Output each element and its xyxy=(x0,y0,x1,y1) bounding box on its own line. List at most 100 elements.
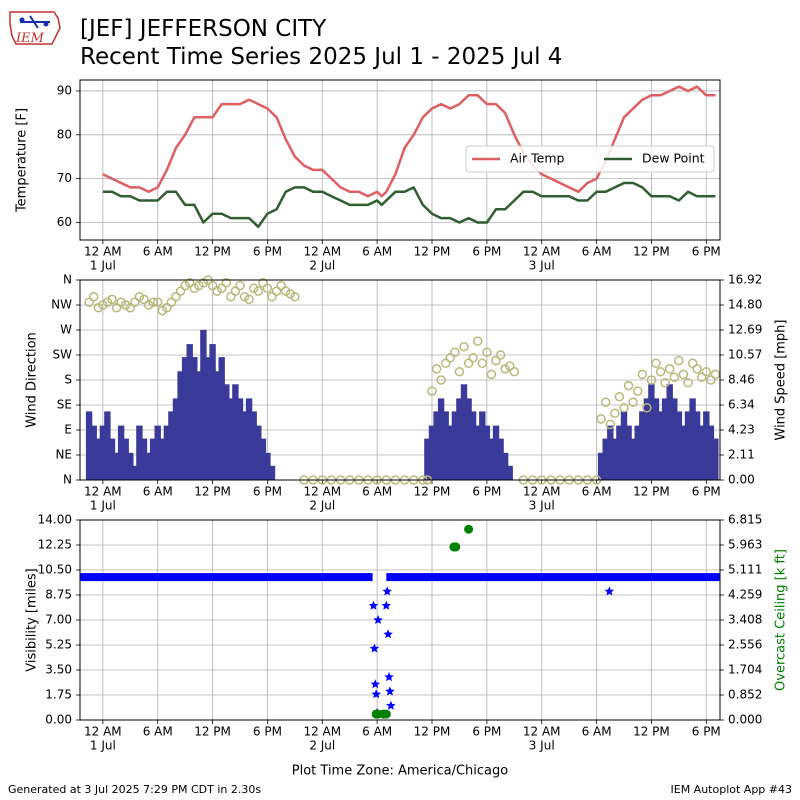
wind-speed-bar xyxy=(451,411,459,480)
wind-speed-bar xyxy=(264,452,271,480)
wind-direction-point xyxy=(642,403,652,413)
wind-speed-bar xyxy=(492,425,500,480)
wind-speed-bar xyxy=(168,411,175,480)
wind-speed-bar xyxy=(213,371,221,480)
vis-x-tick-label: 6 PM xyxy=(253,725,282,739)
wind-speed-bar xyxy=(136,425,143,480)
wind-x-tick-label: 6 PM xyxy=(692,485,721,499)
wind-speed-bar xyxy=(469,411,477,480)
wind-speed-bar xyxy=(497,438,504,480)
wind-speed-bar xyxy=(122,438,129,480)
wind-y2-tick-label: 12.69 xyxy=(728,323,762,337)
visibility-baseline-band xyxy=(80,573,373,582)
vis-y2-tick-label: 4.259 xyxy=(728,588,762,602)
visibility-point xyxy=(604,586,615,596)
wind-speed-bar xyxy=(652,398,660,480)
wind-direction-point xyxy=(276,280,286,291)
wind-direction-point xyxy=(655,366,666,377)
wind-day-label: 1 Jul xyxy=(90,499,116,513)
wind-speed-bar xyxy=(227,398,235,480)
wind-direction-point xyxy=(88,291,99,302)
vis-x-tick-label: 6 PM xyxy=(472,725,501,739)
vis-x-tick-label: 12 PM xyxy=(194,725,231,739)
vis-y2-tick-label: 5.111 xyxy=(728,563,762,577)
vis-plot-frame xyxy=(79,519,721,721)
wind-speed-bar xyxy=(154,425,161,480)
wind-speed-bar xyxy=(607,425,614,480)
wind-direction-point xyxy=(189,283,200,294)
wind-y-tick-label: NW xyxy=(51,298,72,312)
wind-speed-bar xyxy=(657,411,664,480)
wind-direction-point xyxy=(482,347,492,357)
wind-direction-point xyxy=(646,375,657,385)
chart-title-range: Recent Time Series 2025 Jul 1 - 2025 Jul… xyxy=(80,44,563,70)
wind-direction-point xyxy=(285,289,296,299)
wind-speed-bar xyxy=(250,411,257,480)
wind-speed-bar xyxy=(85,411,93,480)
wind-direction-point xyxy=(166,297,177,307)
vis-y2-tick-label: 0.852 xyxy=(728,688,762,702)
wind-speed-bar xyxy=(501,452,509,480)
wind-direction-point xyxy=(226,291,236,302)
wind-speed-bar xyxy=(195,371,203,480)
wind-speed-bar xyxy=(684,411,692,480)
vis-x-tick-label: 12 PM xyxy=(414,725,451,739)
wind-speed-bar xyxy=(488,438,495,480)
wind-direction-point xyxy=(139,294,149,305)
wind-speed-bar xyxy=(639,411,646,480)
wind-speed-bar xyxy=(159,438,166,480)
wind-speed-bar xyxy=(127,452,134,480)
wind-x-tick-label: 6 PM xyxy=(253,485,282,499)
wind-direction-point xyxy=(445,353,456,363)
wind-direction-point xyxy=(267,291,277,302)
vis-x-tick-label: 6 PM xyxy=(692,725,721,739)
vis-y-tick-label: 10.50 xyxy=(38,563,72,577)
wind-speed-bar xyxy=(597,452,605,480)
wind-direction-point xyxy=(271,286,282,296)
wind-speed-bar xyxy=(465,398,472,480)
logo-line-diagonal xyxy=(29,15,39,29)
wind-direction-point xyxy=(244,294,254,305)
wind-direction-point xyxy=(619,403,629,413)
wind-speed-bar xyxy=(95,438,102,480)
wind-direction-point xyxy=(198,278,209,288)
wind-day-label: 3 Jul xyxy=(529,499,555,513)
wind-direction-point xyxy=(472,336,483,346)
wind-direction-point xyxy=(486,369,497,380)
visibility-point xyxy=(370,679,381,689)
iem-logo: IEM xyxy=(9,11,61,46)
vis-y2-tick-label: 2.556 xyxy=(728,638,762,652)
wind-direction-point xyxy=(651,358,661,369)
chart-title-station: [JEF] JEFFERSON CITY xyxy=(80,16,327,42)
wind-direction-point xyxy=(664,364,675,374)
wind-y2-tick-label: 4.23 xyxy=(728,423,755,437)
app-identifier: IEM Autoplot App #43 xyxy=(670,783,793,796)
vis-y-tick-label: 8.75 xyxy=(45,588,72,602)
ceiling-point xyxy=(381,709,391,719)
wind-direction-point xyxy=(152,297,163,307)
temp-x-tick-label: 12 AM xyxy=(84,245,122,259)
wind-direction-point xyxy=(710,369,721,380)
wind-speed-bar xyxy=(616,425,623,480)
wind-direction-point xyxy=(468,353,478,363)
vis-y-tick-label: 12.25 xyxy=(38,538,72,552)
temp-day-label: 1 Jul xyxy=(90,259,116,273)
wind-direction-point xyxy=(660,378,670,388)
wind-x-tick-label: 12 PM xyxy=(194,485,231,499)
wind-speed-bar xyxy=(629,438,637,480)
visibility-point xyxy=(382,586,392,596)
temp-x-tick-label: 6 AM xyxy=(362,245,392,259)
wind-y2-tick-label: 0.00 xyxy=(728,473,755,487)
wind-direction-point xyxy=(495,350,506,360)
temp-x-tick-label: 12 AM xyxy=(523,245,561,259)
wind-speed-bar xyxy=(433,411,440,480)
visibility-point xyxy=(385,686,395,696)
vis-y-tick-label: 14.00 xyxy=(38,513,72,527)
wind-speed-bar xyxy=(442,411,449,480)
wind-speed-bar xyxy=(131,465,139,480)
x-axis-title: Plot Time Zone: America/Chicago xyxy=(292,764,508,779)
temp-legend-box xyxy=(465,145,715,173)
wind-x-tick-label: 12 AM xyxy=(303,485,341,499)
wind-speed-bar xyxy=(232,384,239,480)
